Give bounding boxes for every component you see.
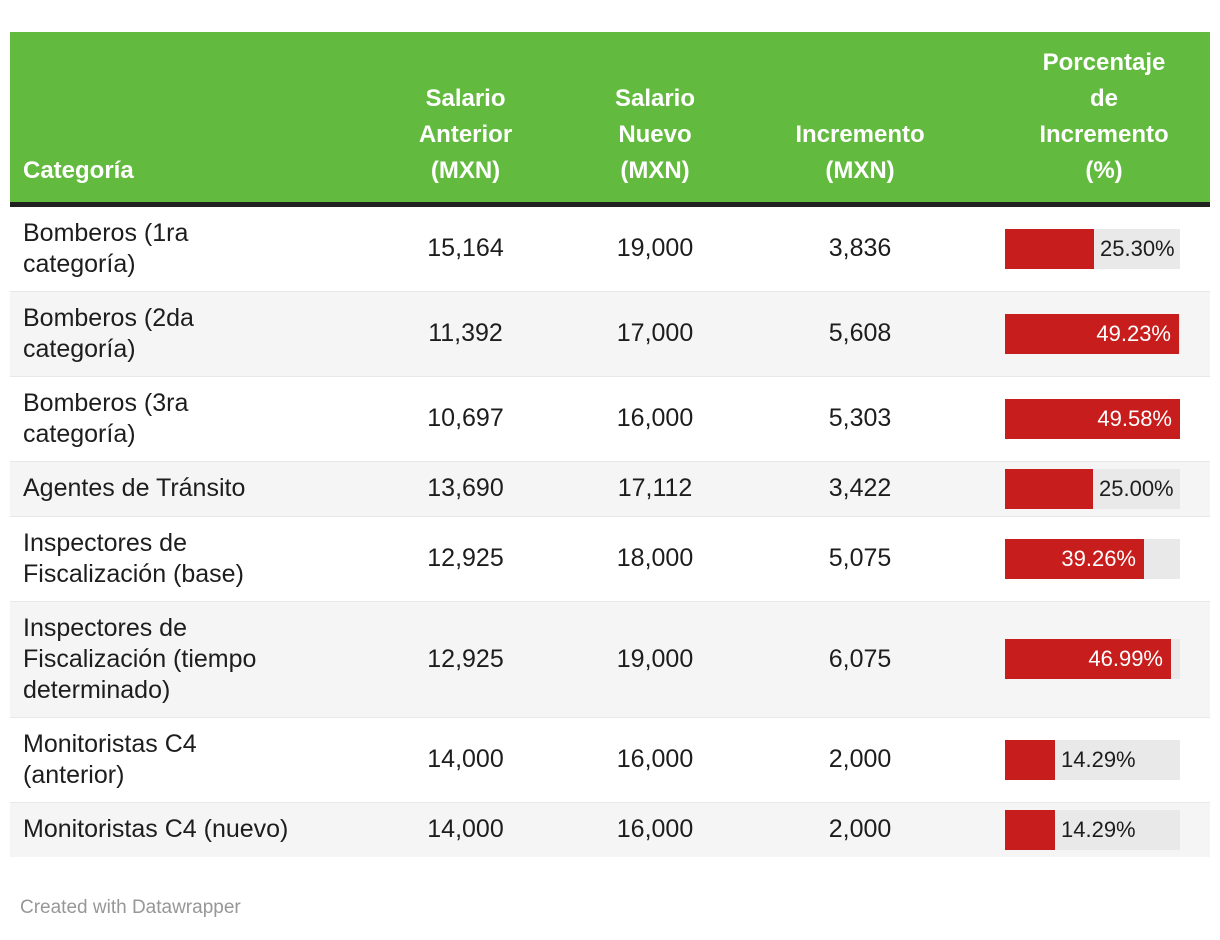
incremento-cell: 6,075	[722, 600, 998, 717]
table-row: Inspectores de Fiscalización (base) 12,9…	[10, 515, 1210, 601]
bar-fill	[1005, 228, 1094, 269]
bar-label: 46.99%	[1088, 646, 1163, 671]
bar-label: 49.23%	[1096, 320, 1171, 346]
table-row: Inspectores de Fiscalización (tiempo det…	[10, 600, 1210, 717]
incremento-cell: 2,000	[722, 801, 998, 857]
bar-track: 39.26%	[1005, 538, 1180, 579]
salario-nuevo-cell: 16,000	[588, 716, 722, 802]
bar-label: 39.26%	[1061, 545, 1136, 571]
table-row: Bomberos (3ra categoría) 10,697 16,000 5…	[10, 375, 1210, 461]
incremento-cell: 3,422	[722, 460, 998, 516]
bar-fill	[1005, 468, 1093, 509]
header-row: Categoría Salario Anterior (MXN) Salario…	[10, 32, 1210, 207]
chart-container: Categoría Salario Anterior (MXN) Salario…	[10, 32, 1210, 918]
column-header-incremento: Incremento (MXN)	[722, 32, 998, 207]
table-body: Bomberos (1ra categoría) 15,164 19,000 3…	[10, 204, 1210, 857]
incremento-cell: 2,000	[722, 716, 998, 802]
bar-fill	[1005, 639, 1171, 679]
salary-table: Categoría Salario Anterior (MXN) Salario…	[10, 32, 1210, 857]
table-row: Bomberos (1ra categoría) 15,164 19,000 3…	[10, 204, 1210, 291]
category-cell: Bomberos (1ra categoría)	[10, 204, 343, 291]
bar-track: 46.99%	[1005, 639, 1180, 679]
table-row: Bomberos (2da categoría) 11,392 17,000 5…	[10, 290, 1210, 376]
incremento-cell: 5,303	[722, 375, 998, 461]
column-header-categoria: Categoría	[10, 32, 343, 207]
porcentaje-cell: 14.29%	[998, 716, 1210, 802]
salario-anterior-cell: 12,925	[343, 600, 588, 717]
column-header-salario-anterior: Salario Anterior (MXN)	[343, 32, 588, 207]
category-cell: Inspectores de Fiscalización (tiempo det…	[10, 600, 343, 717]
porcentaje-cell: 25.00%	[998, 460, 1210, 516]
incremento-cell: 5,608	[722, 290, 998, 376]
salario-anterior-cell: 14,000	[343, 801, 588, 857]
bar-fill	[1005, 398, 1180, 439]
porcentaje-cell: 25.30%	[998, 204, 1210, 291]
bar-track: 14.29%	[1005, 739, 1180, 780]
salario-anterior-cell: 14,000	[343, 716, 588, 802]
porcentaje-cell: 49.58%	[998, 375, 1210, 461]
category-cell: Bomberos (2da categoría)	[10, 290, 343, 376]
porcentaje-cell: 39.26%	[998, 515, 1210, 601]
table-row: Agentes de Tránsito 13,690 17,112 3,422 …	[10, 460, 1210, 516]
bar-track: 14.29%	[1005, 809, 1180, 850]
category-cell: Monitoristas C4 (anterior)	[10, 716, 343, 802]
category-cell: Agentes de Tránsito	[10, 460, 343, 516]
salario-anterior-cell: 11,392	[343, 290, 588, 376]
salario-nuevo-cell: 18,000	[588, 515, 722, 601]
bar-track: 25.30%	[1005, 228, 1180, 269]
bar-fill	[1005, 538, 1144, 579]
table-row: Monitoristas C4 (anterior) 14,000 16,000…	[10, 716, 1210, 802]
salario-anterior-cell: 13,690	[343, 460, 588, 516]
category-cell: Monitoristas C4 (nuevo)	[10, 801, 343, 857]
bar-track: 25.00%	[1005, 468, 1180, 509]
salario-nuevo-cell: 19,000	[588, 204, 722, 291]
porcentaje-cell: 14.29%	[998, 801, 1210, 857]
table-header: Categoría Salario Anterior (MXN) Salario…	[10, 32, 1210, 207]
bar-track: 49.58%	[1005, 398, 1180, 439]
salario-anterior-cell: 10,697	[343, 375, 588, 461]
datawrapper-credit-link[interactable]: Created with Datawrapper	[20, 896, 241, 918]
bar-fill	[1005, 809, 1055, 850]
incremento-cell: 3,836	[722, 204, 998, 291]
salario-nuevo-cell: 16,000	[588, 801, 722, 857]
salario-nuevo-cell: 19,000	[588, 600, 722, 717]
salario-anterior-cell: 12,925	[343, 515, 588, 601]
salario-nuevo-cell: 16,000	[588, 375, 722, 461]
bar-label: 14.29%	[1061, 816, 1136, 842]
bar-track: 49.23%	[1005, 313, 1180, 354]
bar-label: 14.29%	[1061, 746, 1136, 772]
bar-label: 49.58%	[1097, 405, 1172, 431]
bar-label: 25.00%	[1099, 475, 1174, 501]
bar-label: 25.30%	[1100, 235, 1175, 261]
salario-nuevo-cell: 17,112	[588, 460, 722, 516]
column-header-porcentaje: Porcentaje de Incremento (%)	[998, 32, 1210, 207]
salario-anterior-cell: 15,164	[343, 204, 588, 291]
bar-fill	[1005, 739, 1055, 780]
column-header-salario-nuevo: Salario Nuevo (MXN)	[588, 32, 722, 207]
category-cell: Inspectores de Fiscalización (base)	[10, 515, 343, 601]
category-cell: Bomberos (3ra categoría)	[10, 375, 343, 461]
bar-fill	[1005, 313, 1179, 354]
incremento-cell: 5,075	[722, 515, 998, 601]
porcentaje-cell: 49.23%	[998, 290, 1210, 376]
table-row: Monitoristas C4 (nuevo) 14,000 16,000 2,…	[10, 801, 1210, 857]
salario-nuevo-cell: 17,000	[588, 290, 722, 376]
porcentaje-cell: 46.99%	[998, 600, 1210, 717]
